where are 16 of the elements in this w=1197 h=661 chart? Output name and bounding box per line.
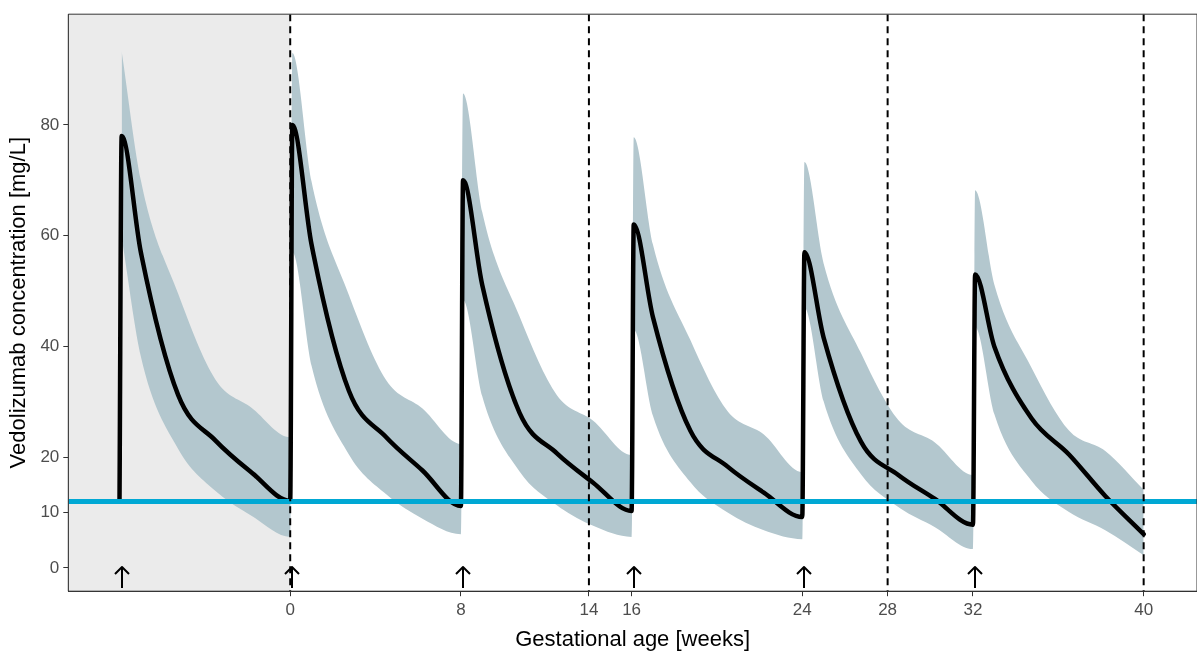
x-tick-label: 40 [1134, 600, 1154, 620]
x-tick-label: 28 [878, 600, 898, 620]
y-tick-label: 0 [49, 557, 60, 577]
x-tick-label: 8 [456, 600, 466, 620]
y-tick-label: 60 [40, 225, 60, 245]
y-tick-label: 80 [40, 114, 60, 134]
y-axis-title: Vedolizumab concentration [mg/L] [5, 136, 31, 469]
x-tick-label: 32 [963, 600, 983, 620]
y-tick-label: 40 [40, 336, 60, 356]
x-tick-label: 24 [792, 600, 812, 620]
x-axis-title: Gestational age [weeks] [515, 625, 751, 651]
y-tick-label: 20 [40, 446, 60, 466]
y-tick-label: 10 [40, 502, 60, 522]
x-tick-label: 0 [285, 600, 295, 620]
x-tick-label: 14 [579, 600, 599, 620]
x-tick-label: 16 [622, 600, 642, 620]
